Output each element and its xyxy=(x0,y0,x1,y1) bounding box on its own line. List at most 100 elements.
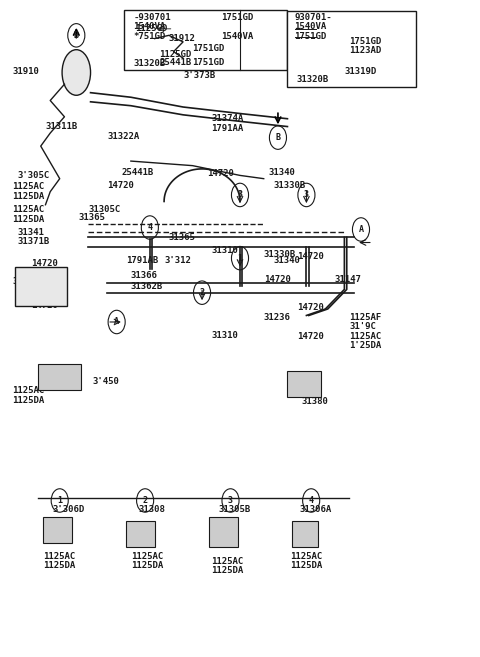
Text: 14720: 14720 xyxy=(297,303,324,312)
Text: 31306A: 31306A xyxy=(300,505,332,514)
Text: 1125GD: 1125GD xyxy=(136,24,168,34)
Bar xyxy=(38,365,81,390)
Text: 3'373B: 3'373B xyxy=(183,71,216,80)
Text: 31365: 31365 xyxy=(79,214,106,222)
Text: 1125AC: 1125AC xyxy=(212,556,244,566)
Text: 1125DA: 1125DA xyxy=(212,566,244,576)
Text: 1751GD: 1751GD xyxy=(349,37,382,47)
Text: B: B xyxy=(276,133,280,142)
Text: 1791AA: 1791AA xyxy=(212,124,244,133)
Bar xyxy=(292,521,318,547)
Bar xyxy=(126,521,155,547)
Text: 14720: 14720 xyxy=(31,259,58,268)
Text: 1540VA: 1540VA xyxy=(221,32,253,41)
Text: 1751GD: 1751GD xyxy=(221,13,253,22)
Text: 31322A: 31322A xyxy=(107,132,139,141)
Text: 31330B: 31330B xyxy=(264,250,296,260)
Text: 3: 3 xyxy=(304,191,309,200)
Text: 31340: 31340 xyxy=(268,168,295,177)
Text: 31371B: 31371B xyxy=(17,237,49,246)
Text: 1125DA: 1125DA xyxy=(12,396,45,405)
Text: 1125AF: 1125AF xyxy=(349,313,382,322)
Text: 31362B: 31362B xyxy=(131,282,163,290)
Text: B: B xyxy=(74,31,79,40)
Text: 1125DA: 1125DA xyxy=(12,215,45,224)
Text: 1540VA: 1540VA xyxy=(133,22,166,32)
Text: 31319D: 31319D xyxy=(344,66,377,76)
Text: 1125AC: 1125AC xyxy=(43,552,75,561)
Text: 1125DA: 1125DA xyxy=(12,192,45,201)
Text: 14720: 14720 xyxy=(207,169,234,178)
Text: 3'306D: 3'306D xyxy=(53,505,85,514)
Text: 4: 4 xyxy=(309,496,313,505)
Text: 1125GD: 1125GD xyxy=(159,51,192,59)
Text: 1125AC: 1125AC xyxy=(131,552,163,561)
Text: 14720: 14720 xyxy=(264,275,290,284)
Text: 3'305C: 3'305C xyxy=(17,171,49,180)
Text: -930701: -930701 xyxy=(133,13,171,22)
Text: 3: 3 xyxy=(228,496,233,505)
Bar xyxy=(124,10,288,70)
Text: 1125DA: 1125DA xyxy=(131,561,163,570)
Text: 4: 4 xyxy=(147,223,152,232)
Text: 1125AC: 1125AC xyxy=(349,332,382,341)
Text: 31308: 31308 xyxy=(138,505,165,514)
Bar xyxy=(288,11,416,87)
Bar xyxy=(209,518,238,547)
Ellipse shape xyxy=(62,50,91,95)
Text: 31374A: 31374A xyxy=(212,114,244,124)
Text: 14720: 14720 xyxy=(31,301,58,310)
Text: 31912: 31912 xyxy=(169,34,196,43)
Text: 1125AC: 1125AC xyxy=(12,386,45,395)
Text: 1125AC: 1125AC xyxy=(12,206,45,214)
Text: 1540VA: 1540VA xyxy=(295,22,327,32)
Text: 1751GD: 1751GD xyxy=(192,58,225,67)
Text: 1791AB: 1791AB xyxy=(126,256,158,265)
Text: 1751GD: 1751GD xyxy=(295,32,327,41)
Text: 3'312: 3'312 xyxy=(164,256,191,265)
Text: A: A xyxy=(114,317,119,327)
Text: 930701-: 930701- xyxy=(295,13,332,22)
Text: 1751GD: 1751GD xyxy=(192,44,225,53)
Text: 14720: 14720 xyxy=(107,181,134,190)
Bar xyxy=(288,371,321,397)
Text: 2: 2 xyxy=(200,288,204,297)
Text: 31320B: 31320B xyxy=(297,75,329,84)
Text: 1125AC: 1125AC xyxy=(12,182,45,191)
Text: A: A xyxy=(359,225,363,234)
Text: 1125DA: 1125DA xyxy=(290,561,322,570)
Text: 31410: 31410 xyxy=(12,277,39,286)
Text: 31380: 31380 xyxy=(301,397,328,406)
Text: 3: 3 xyxy=(238,191,242,200)
Text: 31305C: 31305C xyxy=(88,205,120,214)
Text: 3'450: 3'450 xyxy=(93,377,120,386)
Text: 31310: 31310 xyxy=(212,330,239,340)
Text: 31910: 31910 xyxy=(12,66,39,76)
Text: 14720: 14720 xyxy=(297,332,324,342)
Text: 31381: 31381 xyxy=(288,388,314,397)
Text: 31147: 31147 xyxy=(335,275,362,284)
Text: *751GD: *751GD xyxy=(133,32,166,41)
Text: 31320B: 31320B xyxy=(133,59,166,68)
Bar xyxy=(43,518,72,543)
Text: 31236: 31236 xyxy=(264,313,290,322)
Text: 31365: 31365 xyxy=(169,233,196,242)
Text: 25441B: 25441B xyxy=(121,168,154,177)
Text: 31340: 31340 xyxy=(273,256,300,265)
Text: 1125AC: 1125AC xyxy=(290,552,322,561)
Text: 1'25DA: 1'25DA xyxy=(349,341,382,350)
Text: 2: 2 xyxy=(143,496,148,505)
Bar xyxy=(14,267,67,306)
Text: 31310: 31310 xyxy=(212,246,239,255)
Text: 25441B: 25441B xyxy=(159,58,192,67)
Text: 31366: 31366 xyxy=(131,271,158,280)
Text: 31341: 31341 xyxy=(17,227,44,237)
Text: 1: 1 xyxy=(238,254,242,263)
Text: 1125DA: 1125DA xyxy=(43,561,75,570)
Text: 31330B: 31330B xyxy=(273,181,305,190)
Text: 31311B: 31311B xyxy=(46,122,78,131)
Text: 31'9C: 31'9C xyxy=(349,322,376,331)
Text: 1: 1 xyxy=(57,496,62,505)
Text: 14720: 14720 xyxy=(297,252,324,261)
Text: 1123AD: 1123AD xyxy=(349,47,382,55)
